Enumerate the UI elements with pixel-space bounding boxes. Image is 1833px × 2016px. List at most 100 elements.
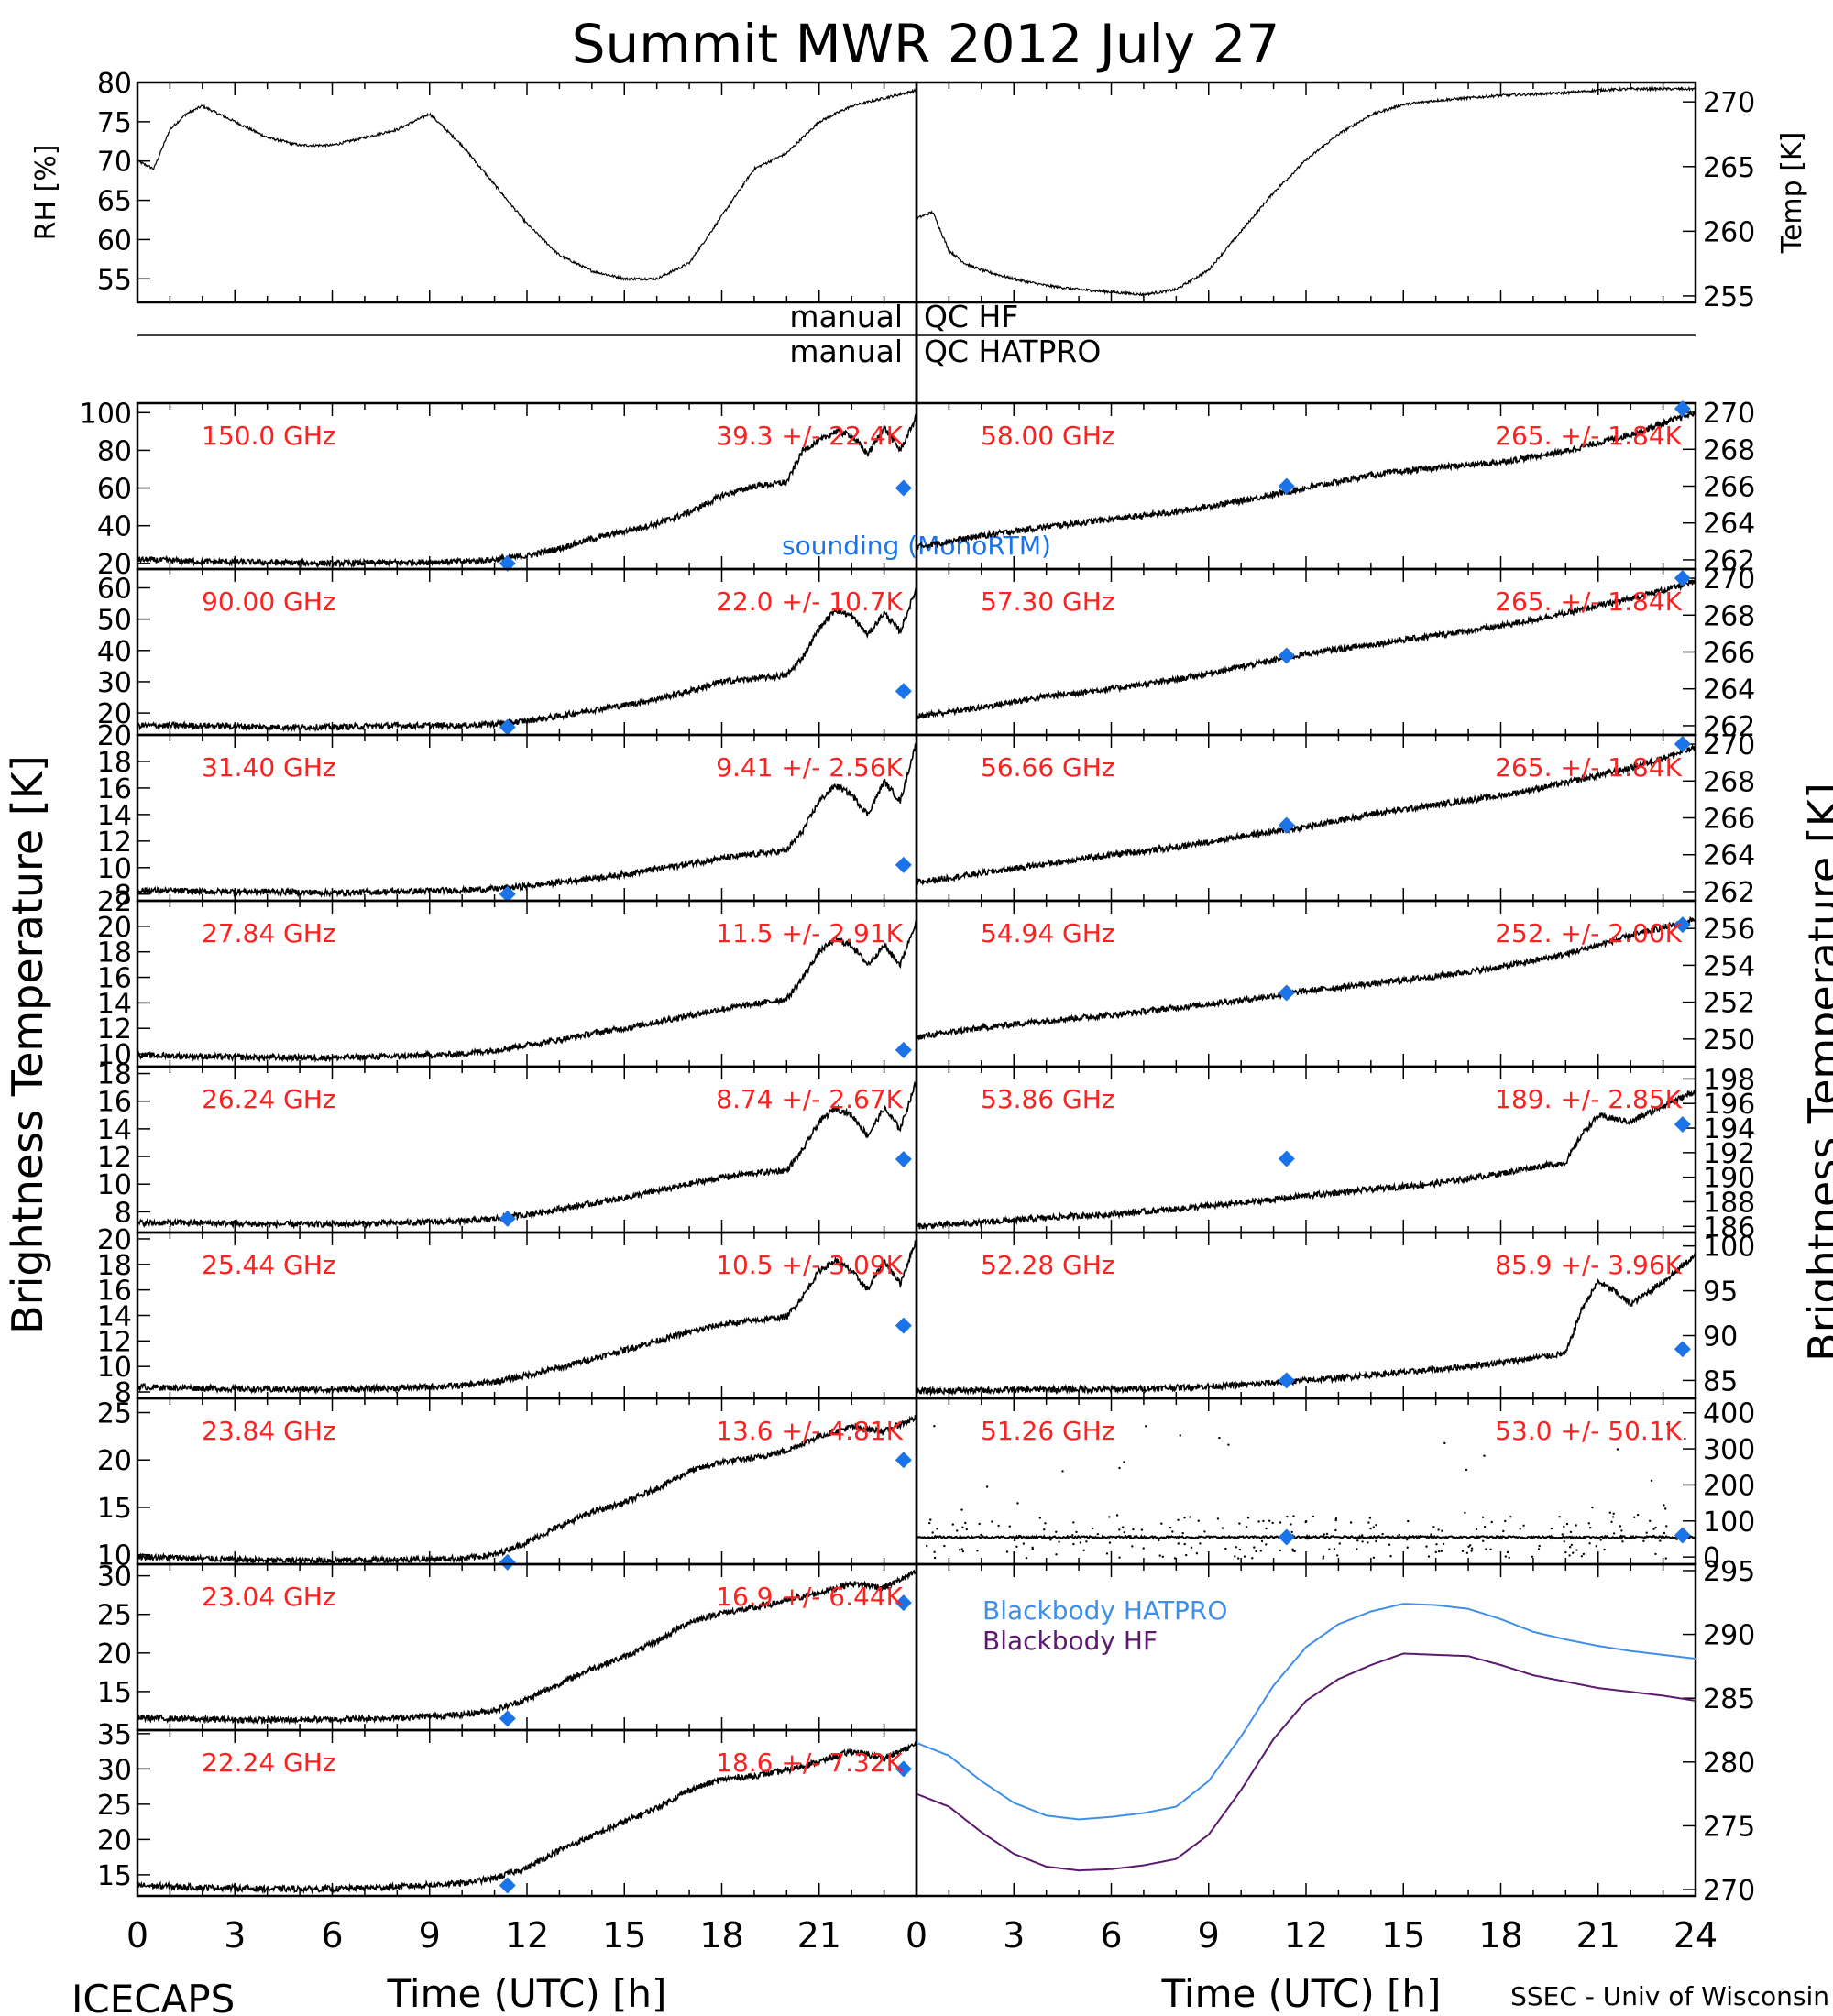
scatter-point	[1015, 1545, 1018, 1549]
scatter-point	[1372, 1526, 1376, 1528]
scatter-point	[1008, 1525, 1012, 1528]
series-group	[137, 1569, 916, 1726]
series-line	[916, 1090, 1696, 1232]
scatter-point	[1055, 1530, 1058, 1534]
y-tick-label: 40	[97, 511, 132, 543]
scatter-point	[1005, 1550, 1009, 1553]
y-tick-label: 30	[97, 1754, 132, 1786]
scatter-point	[1482, 1539, 1485, 1543]
scatter-point	[1652, 1528, 1655, 1530]
scatter-point	[1237, 1557, 1240, 1560]
y-tick-label: 20	[97, 1224, 132, 1256]
scatter-point	[1485, 1548, 1487, 1550]
channel-stats: 252. +/- 2.00K	[1495, 918, 1682, 948]
series-line	[137, 587, 916, 733]
scatter-point	[1221, 1527, 1224, 1529]
scatter-point	[1325, 1532, 1329, 1536]
scatter-point	[927, 1536, 930, 1539]
scatter-point	[1290, 1523, 1292, 1526]
y-tick-label: 85	[1703, 1365, 1738, 1397]
scatter-point	[1538, 1544, 1541, 1548]
scatter-point	[1122, 1526, 1125, 1528]
y-tick-label: 16	[97, 963, 132, 995]
scatter-point	[1664, 1507, 1667, 1510]
scatter-point	[1262, 1519, 1265, 1523]
series-line	[137, 1239, 916, 1395]
scatter-point	[1502, 1529, 1505, 1533]
scatter-point	[1085, 1540, 1088, 1543]
scatter-point	[1475, 1528, 1478, 1531]
channel-label: 31.40 GHz	[202, 752, 336, 783]
scatter-point	[1260, 1539, 1264, 1543]
scatter-point	[1465, 1468, 1468, 1472]
scatter-point	[1169, 1526, 1172, 1529]
y-tick-label: 50	[97, 605, 132, 637]
channel-label: 27.84 GHz	[202, 918, 336, 948]
scatter-point	[1246, 1517, 1250, 1519]
y-tick-label: 80	[97, 68, 132, 100]
sounding-marker	[1278, 477, 1295, 495]
scatter-point	[956, 1529, 959, 1532]
series-line	[137, 917, 916, 1063]
scatter-point	[1650, 1479, 1653, 1483]
scatter-point	[1654, 1552, 1657, 1556]
scatter-point	[1506, 1550, 1509, 1554]
scatter-point	[1245, 1526, 1248, 1528]
scatter-point	[1550, 1527, 1553, 1530]
scatter-point	[1407, 1519, 1410, 1523]
y-tick-label: 270	[1703, 729, 1755, 761]
channel-stats: 16.9 +/- 6.44K	[716, 1582, 903, 1612]
scatter-point	[1554, 1537, 1557, 1539]
scatter-point	[1388, 1543, 1391, 1546]
scatter-point	[1177, 1542, 1180, 1545]
series-group	[916, 1422, 1696, 1560]
scatter-point	[1075, 1530, 1078, 1534]
channel-stats: 22.0 +/- 10.7K	[716, 586, 903, 617]
footer-project: ICECAPS	[71, 1977, 235, 2016]
sounding-marker	[895, 1760, 912, 1778]
sounding-marker	[1278, 1150, 1295, 1167]
scatter-point	[1406, 1546, 1409, 1549]
y-tick-label: 8	[115, 1377, 132, 1409]
scatter-point	[1108, 1516, 1111, 1518]
scatter-point	[1268, 1519, 1271, 1522]
scatter-point	[1531, 1555, 1534, 1559]
channel-stats: 18.6 +/- 7.32K	[716, 1748, 903, 1778]
scatter-point	[1599, 1539, 1602, 1541]
scatter-point	[1216, 1517, 1220, 1520]
scatter-point	[1434, 1550, 1438, 1554]
scatter-point	[1464, 1511, 1466, 1515]
sounding-marker	[895, 1317, 912, 1334]
x-tick-label-right: 12	[1284, 1915, 1328, 1956]
y-tick-label: 252	[1703, 988, 1755, 1020]
scatter-point	[1286, 1515, 1289, 1518]
scatter-point	[1361, 1540, 1364, 1543]
scatter-point	[1663, 1504, 1665, 1507]
channel-stats: 265. +/- 1.84K	[1495, 752, 1682, 783]
scatter-point	[1483, 1454, 1486, 1457]
panel-temp: 255 260 265 270 Temp [K]	[915, 81, 1808, 313]
scatter-point	[1575, 1524, 1577, 1527]
channel-stats: 11.5 +/- 2.91K	[716, 918, 903, 948]
scatter-point	[1323, 1533, 1326, 1536]
y-tick-label: 188	[1703, 1187, 1755, 1219]
legend-entry: Blackbody HATPRO	[982, 1595, 1227, 1626]
y-tick-label: 90	[1703, 1321, 1738, 1353]
scatter-point	[1568, 1546, 1572, 1549]
scatter-point	[964, 1521, 967, 1525]
scatter-point	[1490, 1520, 1493, 1524]
series-group	[916, 915, 1696, 1041]
y-tick-label: 260	[1703, 216, 1755, 248]
panel-frame	[136, 81, 918, 304]
scatter-point	[1564, 1536, 1566, 1539]
scatter-point	[1610, 1520, 1613, 1524]
sounding-marker	[499, 1877, 516, 1894]
sounding-marker	[895, 1041, 912, 1058]
scatter-point	[928, 1521, 931, 1525]
scatter-point	[1356, 1548, 1358, 1550]
channel-label: 150.0 GHz	[202, 421, 336, 451]
scatter-point	[1570, 1543, 1574, 1547]
y-tick-label: 80	[97, 435, 132, 467]
